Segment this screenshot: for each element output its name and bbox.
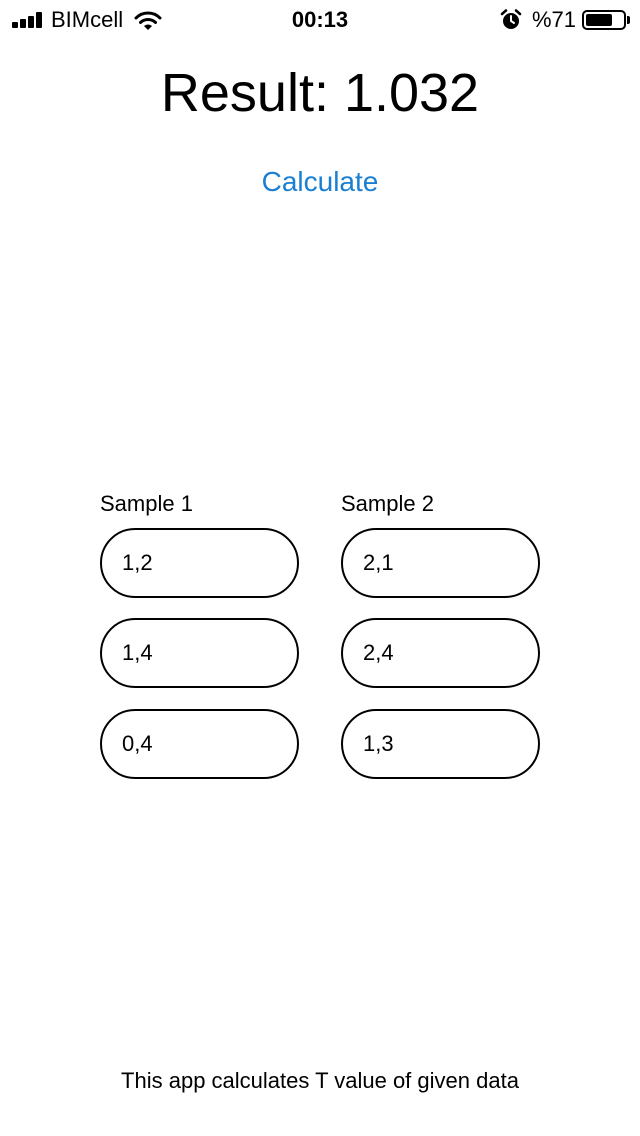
sample-1-input-3[interactable] xyxy=(100,709,299,779)
footer-description: This app calculates T value of given dat… xyxy=(121,1068,519,1093)
battery-icon xyxy=(582,10,626,30)
sample-2-input-3[interactable] xyxy=(341,709,540,779)
calculate-button[interactable]: Calculate xyxy=(220,160,420,204)
battery-tip xyxy=(627,16,630,24)
carrier-name: BIMcell xyxy=(51,7,124,32)
signal-icon xyxy=(12,12,44,28)
result-label: Result: 1.032 xyxy=(160,63,480,123)
sample-1-label: Sample 1 xyxy=(100,491,193,516)
status-time: 00:13 xyxy=(291,7,349,32)
battery-level-fill xyxy=(586,14,612,26)
sample-1-input-2[interactable] xyxy=(100,618,299,688)
battery-percent: %71 xyxy=(531,7,576,32)
wifi-icon xyxy=(134,11,162,30)
status-bar: BIMcell 00:13 %71 xyxy=(0,0,640,40)
status-bar-left: BIMcell xyxy=(12,6,163,34)
sample-1-input-1[interactable] xyxy=(100,528,299,598)
sample-2-input-2[interactable] xyxy=(341,618,540,688)
sample-2-label: Sample 2 xyxy=(341,491,434,516)
sample-2-input-1[interactable] xyxy=(341,528,540,598)
alarm-icon xyxy=(500,9,522,29)
status-bar-right: %71 xyxy=(500,6,630,34)
